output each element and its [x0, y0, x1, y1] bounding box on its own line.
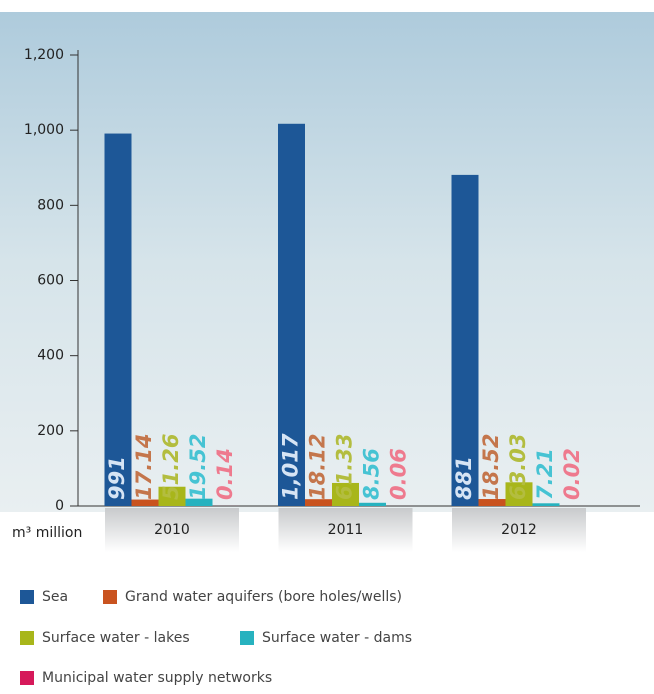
y-axis-label: m³ million	[12, 525, 82, 541]
value-label: 18.52	[479, 434, 503, 500]
legend-swatch	[240, 631, 254, 645]
y-tick-label: 1,000	[24, 122, 64, 138]
value-label: 17.14	[132, 434, 156, 500]
value-label: 51.26	[159, 434, 183, 500]
legend-label: Grand water aquifers (bore holes/wells)	[125, 589, 402, 605]
x-tick-label: 2010	[154, 522, 190, 538]
value-label: 991	[105, 456, 129, 500]
value-label: 1,017	[279, 433, 303, 500]
y-tick-label: 200	[37, 423, 64, 439]
x-tick-label: 2012	[501, 522, 537, 538]
value-label: 0.06	[387, 448, 411, 500]
legend-label: Surface water - dams	[262, 630, 412, 646]
legend-swatch	[20, 590, 34, 604]
legend-swatch	[20, 631, 34, 645]
bar	[533, 503, 560, 506]
y-tick-label: 800	[37, 197, 64, 213]
value-label: 7.21	[533, 448, 557, 500]
legend-swatch	[20, 671, 34, 685]
y-tick-label: 1,200	[24, 47, 64, 63]
legend-swatch	[103, 590, 117, 604]
legend-label: Sea	[42, 589, 68, 605]
value-label: 18.12	[306, 434, 330, 500]
legend-label: Municipal water supply networks	[42, 670, 272, 686]
value-label: 0.02	[560, 448, 584, 500]
value-label: 0.14	[213, 448, 237, 500]
y-tick-label: 400	[37, 348, 64, 364]
y-tick-label: 600	[37, 273, 64, 289]
value-label: 61.33	[333, 434, 357, 500]
value-label: 63.03	[506, 434, 530, 500]
y-tick-label: 0	[55, 498, 64, 514]
bar	[359, 503, 386, 506]
value-label: 19.52	[186, 434, 210, 500]
value-label: 881	[452, 456, 476, 500]
x-tick-label: 2011	[328, 522, 364, 538]
value-label: 8.56	[360, 448, 384, 500]
legend-label: Surface water - lakes	[42, 630, 190, 646]
bar	[105, 134, 132, 506]
